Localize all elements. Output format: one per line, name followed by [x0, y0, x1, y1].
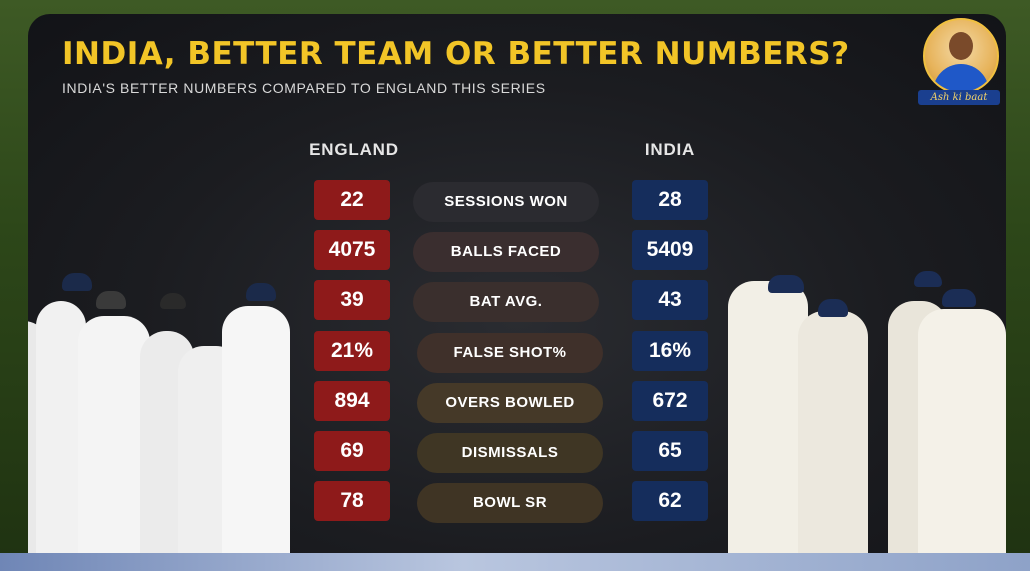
stat-label: BOWL SR: [417, 483, 603, 524]
england-stat-value: 39: [314, 280, 390, 321]
india-stat-value: 16%: [632, 330, 708, 371]
england-stat-value: 894: [314, 380, 390, 421]
stat-label: SESSIONS WON: [413, 182, 599, 222]
presenter-portrait-icon: [923, 18, 999, 94]
stat-label: FALSE SHOT%: [417, 332, 603, 373]
page-subtitle: INDIA'S BETTER NUMBERS COMPARED TO ENGLA…: [62, 80, 546, 96]
india-stat-value: 5409: [632, 230, 708, 271]
stat-row: 21% FALSE SHOT% 16%: [28, 330, 1006, 375]
channel-logo: Ash ki baat: [918, 18, 1000, 106]
england-stat-value: 69: [314, 431, 390, 471]
india-players-image: [728, 271, 1006, 571]
bottom-strip: [0, 553, 1030, 571]
logo-tagline: Ash ki baat: [918, 90, 1000, 105]
india-stat-value: 43: [632, 280, 708, 321]
stat-label: BALLS FACED: [413, 232, 599, 273]
stat-row: 22 SESSIONS WON 28: [28, 180, 1006, 224]
england-players-image: [28, 271, 290, 571]
india-stat-value: 62: [632, 481, 708, 522]
stat-label: DISMISSALS: [417, 433, 603, 473]
stat-row: 894 OVERS BOWLED 672: [28, 380, 1006, 425]
stat-label: BAT AVG.: [413, 282, 599, 323]
england-stat-value: 4075: [314, 230, 390, 271]
stat-row: 39 BAT AVG. 43: [28, 280, 1006, 324]
stat-label: OVERS BOWLED: [417, 382, 603, 423]
england-stat-value: 78: [314, 481, 390, 522]
india-stat-value: 65: [632, 431, 708, 471]
stat-row: 4075 BALLS FACED 5409: [28, 230, 1006, 274]
india-column-header: INDIA: [644, 140, 696, 159]
england-stat-value: 22: [314, 180, 390, 220]
india-stat-value: 672: [632, 380, 708, 421]
page-title: INDIA, BETTER TEAM OR BETTER NUMBERS?: [62, 36, 850, 72]
england-column-header: ENGLAND: [309, 140, 399, 159]
stat-row: 78 BOWL SR 62: [28, 481, 1006, 525]
england-stat-value: 21%: [314, 330, 390, 371]
india-stat-value: 28: [632, 180, 708, 220]
stat-row: 69 DISMISSALS 65: [28, 431, 1006, 475]
infographic-card: INDIA, BETTER TEAM OR BETTER NUMBERS? IN…: [28, 14, 1006, 571]
